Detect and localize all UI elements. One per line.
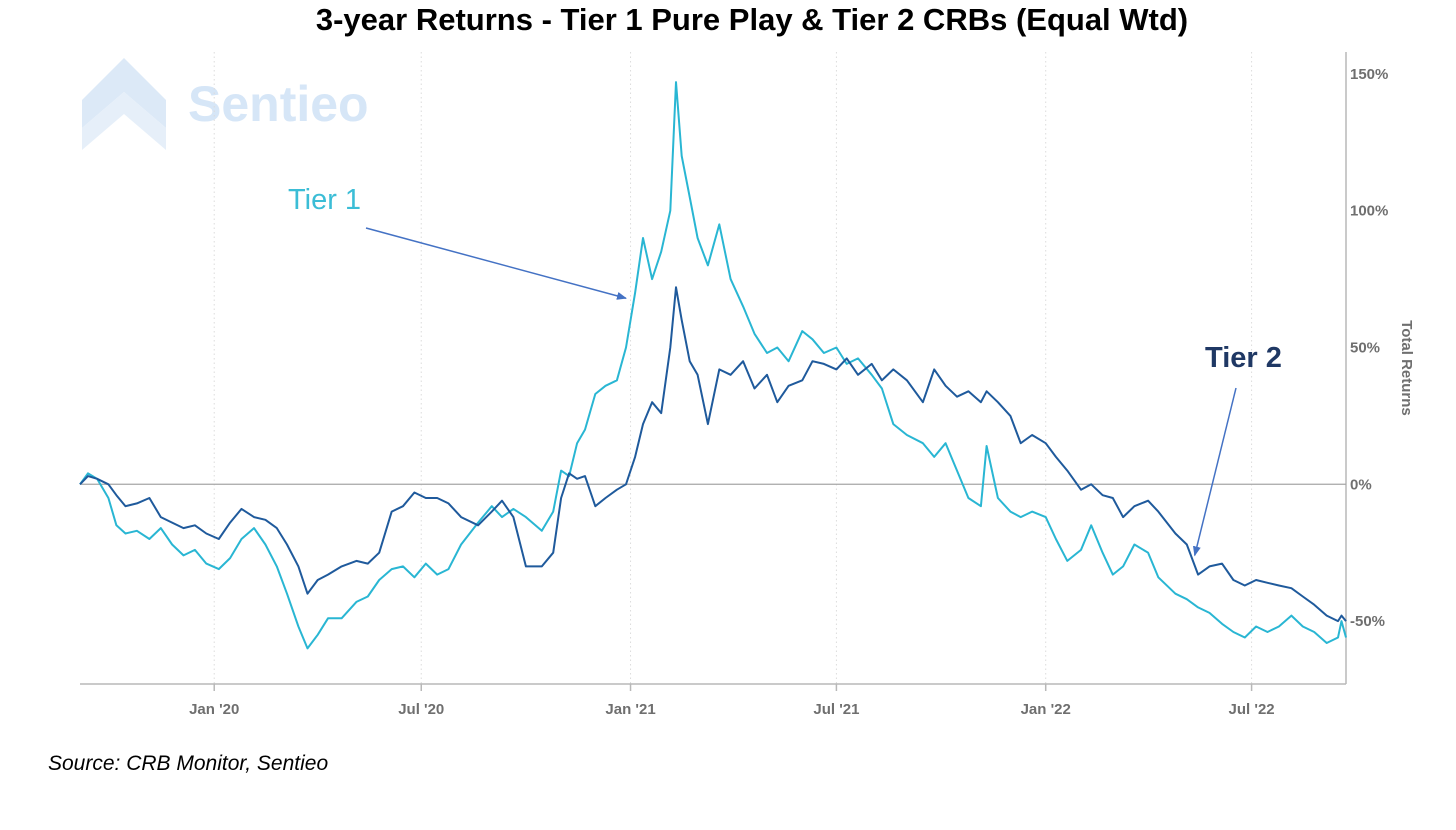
watermark-chevron-lower-icon <box>82 92 166 150</box>
gridlines <box>213 52 1253 684</box>
y-tick-label: 0% <box>1350 476 1372 493</box>
annotations: Tier 1 Tier 2 <box>288 184 1282 557</box>
source-note: Source: CRB Monitor, Sentieo <box>48 752 328 775</box>
x-tick-label: Jul '20 <box>398 701 444 718</box>
annotation-arrow <box>1192 387 1237 557</box>
y-axis-label: Total Returns <box>1398 320 1415 416</box>
series-line-tier-2 <box>79 286 1347 623</box>
series-line-tier-1 <box>79 81 1347 650</box>
watermark-text: Sentieo <box>188 76 369 132</box>
watermark-logo: Sentieo <box>82 58 369 150</box>
x-tick-labels: Jan '20 Jul '20 Jan '21 Jul '21 Jan '22 Jul '… <box>189 684 1275 718</box>
y-tick-label: 150% <box>1350 66 1388 83</box>
annotation-label-tier-2: Tier 2 <box>1205 342 1282 374</box>
annotation-label-tier-1: Tier 1 <box>288 184 361 216</box>
y-tick-label: 100% <box>1350 203 1388 220</box>
y-tick-labels: 150% 100% 50% 0% -50% <box>1350 66 1388 630</box>
x-tick-label: Jul '22 <box>1229 701 1275 718</box>
watermark-chevron-icon <box>82 58 166 128</box>
x-tick-label: Jul '21 <box>813 701 859 718</box>
x-tick-label: Jan '21 <box>605 701 655 718</box>
y-tick-label: -50% <box>1350 613 1385 630</box>
x-tick-label: Jan '22 <box>1021 701 1071 718</box>
chart-title: 3-year Returns - Tier 1 Pure Play & Tier… <box>316 2 1188 37</box>
axes <box>80 52 1347 685</box>
x-tick-label: Jan '20 <box>189 701 239 718</box>
annotation-arrow <box>365 227 627 300</box>
series-group <box>79 81 1347 650</box>
y-tick-label: 50% <box>1350 339 1380 356</box>
